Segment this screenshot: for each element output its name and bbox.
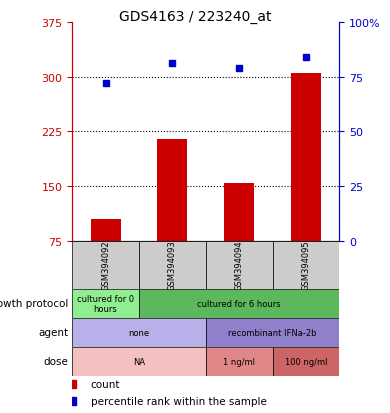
Bar <box>224 183 254 242</box>
Bar <box>291 74 321 242</box>
Text: percentile rank within the sample: percentile rank within the sample <box>91 396 267 406</box>
FancyBboxPatch shape <box>72 347 206 376</box>
Text: GSM394095: GSM394095 <box>301 240 310 291</box>
Text: growth protocol: growth protocol <box>0 299 68 309</box>
Text: cultured for 0
hours: cultured for 0 hours <box>77 294 134 313</box>
FancyBboxPatch shape <box>72 318 206 347</box>
FancyBboxPatch shape <box>206 347 273 376</box>
FancyBboxPatch shape <box>206 242 273 289</box>
Text: recombinant IFNa-2b: recombinant IFNa-2b <box>228 328 317 337</box>
Text: cultured for 6 hours: cultured for 6 hours <box>197 299 281 308</box>
FancyBboxPatch shape <box>273 347 339 376</box>
FancyBboxPatch shape <box>139 289 339 318</box>
Text: GSM394092: GSM394092 <box>101 240 110 291</box>
Text: 100 ng/ml: 100 ng/ml <box>285 357 327 366</box>
Text: count: count <box>91 379 121 389</box>
FancyBboxPatch shape <box>206 318 339 347</box>
Text: NA: NA <box>133 357 145 366</box>
Text: GSM394093: GSM394093 <box>168 240 177 291</box>
Text: GSM394094: GSM394094 <box>235 240 244 291</box>
Text: none: none <box>128 328 149 337</box>
Text: agent: agent <box>38 328 68 337</box>
FancyBboxPatch shape <box>72 289 139 318</box>
FancyBboxPatch shape <box>72 242 139 289</box>
Text: 1 ng/ml: 1 ng/ml <box>223 357 255 366</box>
Bar <box>90 220 121 242</box>
Text: dose: dose <box>43 356 68 366</box>
FancyBboxPatch shape <box>273 242 339 289</box>
Text: GDS4163 / 223240_at: GDS4163 / 223240_at <box>119 10 271 24</box>
Bar <box>157 140 187 242</box>
FancyBboxPatch shape <box>139 242 206 289</box>
